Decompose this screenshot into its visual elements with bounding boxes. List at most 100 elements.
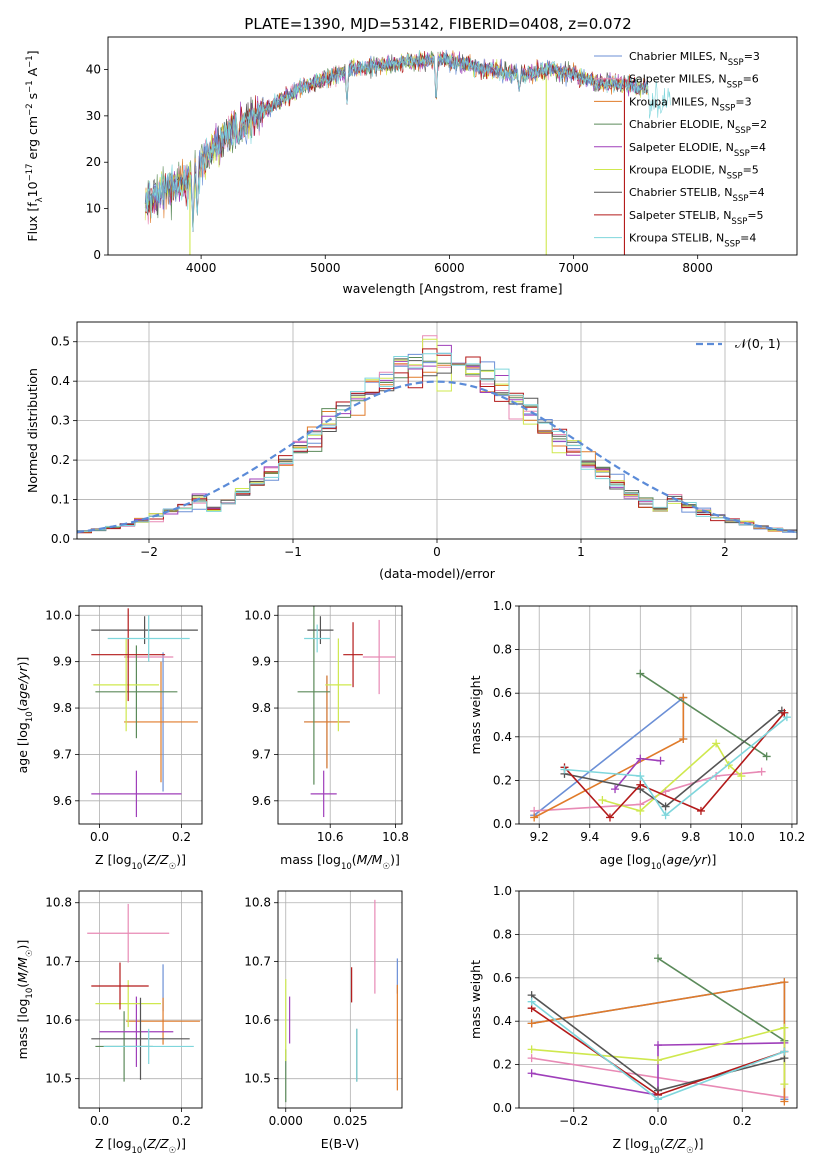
- x-tick-label: 0.0: [90, 1114, 109, 1128]
- errorbar-2: [126, 997, 200, 1045]
- weight-marker: [679, 693, 688, 702]
- errorbar-3: [95, 645, 178, 739]
- y-tick-label: 10.6: [45, 1013, 72, 1027]
- x-tick-label: −0.2: [559, 1114, 588, 1128]
- weight-marker: [656, 756, 665, 765]
- weight-marker: [654, 1095, 662, 1104]
- errorbar-7: [91, 608, 166, 702]
- x-tick-label: 10.2: [779, 830, 806, 844]
- weight-line-0: [533, 695, 685, 816]
- y-tick-label: 10.7: [45, 954, 72, 968]
- ageZ-ylabel: age [log10(age/yr)]: [15, 657, 35, 774]
- legend-entry: Salpeter ELODIE, NSSP=4: [629, 141, 766, 159]
- x-tick-label: 0.000: [269, 1114, 303, 1128]
- y-tick-label: 9.9: [53, 655, 72, 669]
- x-tick-label: 0.2: [172, 1114, 191, 1128]
- y-tick-label: 0.5: [51, 335, 70, 349]
- axes-frame: [76, 321, 798, 540]
- weight-marker: [712, 739, 721, 748]
- weight-marker: [636, 780, 645, 789]
- legend-entry: Kroupa MILES, NSSP=3: [629, 95, 752, 113]
- x-tick-label: 0.2: [733, 1114, 752, 1128]
- axes-age-vs-Z: 0.0 0.2 9.6 9.7 9.8 9.9 10.0 Z [log10(Z/Z☉)] age…: [15, 605, 203, 872]
- legend-entry: Chabrier MILES, NSSP=3: [629, 50, 760, 68]
- y-tick-label: 10.5: [244, 1072, 271, 1086]
- weight-marker: [636, 754, 645, 763]
- spectrum-line-8: [144, 49, 671, 232]
- residuals-xlabel: (data-model)/error: [379, 566, 496, 581]
- axes-frame: [518, 605, 798, 825]
- axes-mass-vs-EBV: 0.000 0.025 10.5 10.6 10.7 10.8 E(B-V): [244, 890, 403, 1151]
- x-tick-label: 4000: [186, 261, 217, 275]
- axes-frame: [518, 890, 798, 1109]
- errorbar-2: [124, 661, 198, 783]
- errorbar-2: [304, 675, 350, 769]
- weight-vs-age-ylabel: mass weight: [468, 675, 483, 754]
- weight-marker: [780, 1080, 789, 1089]
- legend-entry: Salpeter MILES, NSSP=6: [629, 73, 759, 91]
- weight-marker: [605, 813, 614, 822]
- weight-marker: [636, 806, 645, 815]
- axes-residuals: −2 −1 0 1 2 0.0 0.1 0.2 0.3 0.4 0.5 𝒩(0, 1) (data-mo…: [25, 321, 798, 581]
- y-tick-label: 9.8: [53, 701, 72, 715]
- massE-xlabel: E(B-V): [321, 1136, 360, 1151]
- y-tick-label: 10.5: [45, 1072, 72, 1086]
- y-tick-label: 10.0: [244, 608, 271, 622]
- weight-marker: [611, 785, 620, 794]
- weight-marker: [527, 997, 536, 1006]
- weight-line-8: [564, 716, 788, 817]
- x-tick-label: 5000: [310, 261, 341, 275]
- axes-frame: [107, 36, 798, 256]
- x-tick-label: 0.2: [172, 830, 191, 844]
- wAge-xlabel: age [log10(age/yr)]: [600, 852, 717, 872]
- weight-marker: [737, 772, 746, 781]
- errorbar-6: [91, 616, 198, 645]
- y-tick-label: 0.1: [51, 493, 70, 507]
- y-tick-label: 9.8: [252, 701, 271, 715]
- weight-marker: [782, 713, 791, 722]
- errorbar-4: [99, 996, 174, 1067]
- y-tick-label: 0.0: [493, 1101, 512, 1115]
- y-tick-label: 0.4: [51, 374, 70, 388]
- weight-line-3: [657, 957, 785, 1042]
- errorbar-8: [107, 615, 190, 662]
- axes-mass-vs-Z: 0.0 0.2 10.5 10.6 10.7 10.8 Z [log10(Z/Z☉)] mas…: [15, 890, 203, 1156]
- y-tick-label: 0.2: [493, 1058, 512, 1072]
- weight-marker: [679, 734, 688, 743]
- errorbar-1: [87, 903, 170, 963]
- y-tick-label: 30: [86, 109, 101, 123]
- legend-entry: Chabrier ELODIE, NSSP=2: [629, 118, 767, 136]
- axes-weight-vs-Z: −0.2 0.0 0.2 0.0 0.2 0.4 0.6 0.8 1.0 mass weight Z…: [468, 884, 798, 1156]
- errorbar-1: [362, 619, 396, 695]
- weight-line-3: [639, 672, 768, 758]
- legend-normal-label: 𝒩(0, 1): [735, 336, 781, 351]
- errorbar-7: [91, 962, 149, 1010]
- weight-marker: [560, 765, 569, 774]
- weight-marker: [654, 954, 662, 963]
- weight-marker: [654, 1041, 662, 1050]
- weight-marker: [661, 811, 670, 820]
- panels: 4000 5000 6000 7000 8000010203040wavelength …: [15, 36, 806, 1156]
- y-tick-label: 1.0: [493, 884, 512, 898]
- x-tick-label: 6000: [434, 261, 465, 275]
- errorbar-7: [343, 622, 363, 688]
- y-tick-label: 10.0: [45, 608, 72, 622]
- axes-age-vs-mass: 10.6 10.8 9.6 9.7 9.8 9.9 10.0 mass [log10(M/M☉…: [244, 605, 409, 872]
- y-tick-label: 0.4: [493, 1014, 512, 1028]
- x-tick-label: 10.8: [382, 830, 409, 844]
- axes-spectrum: 4000 5000 6000 7000 8000 0 10 20 30 40 wavelength …: [25, 36, 798, 296]
- errorbar-5: [93, 638, 159, 732]
- y-tick-label: 9.7: [53, 747, 72, 761]
- weight-marker: [780, 1023, 789, 1032]
- x-tick-label: 9.2: [530, 830, 549, 844]
- weight-marker: [527, 1019, 536, 1028]
- x-tick-label: 0: [433, 545, 441, 559]
- y-tick-label: 0.0: [493, 817, 512, 831]
- x-tick-label: 1: [577, 545, 585, 559]
- y-tick-label: 1.0: [493, 599, 512, 613]
- errorbar-5: [325, 638, 352, 732]
- x-tick-label: 9.4: [580, 830, 599, 844]
- weight-vs-Z-ylabel: mass weight: [468, 960, 483, 1039]
- wZ-xlabel: Z [log10(Z/Z☉)]: [613, 1136, 704, 1156]
